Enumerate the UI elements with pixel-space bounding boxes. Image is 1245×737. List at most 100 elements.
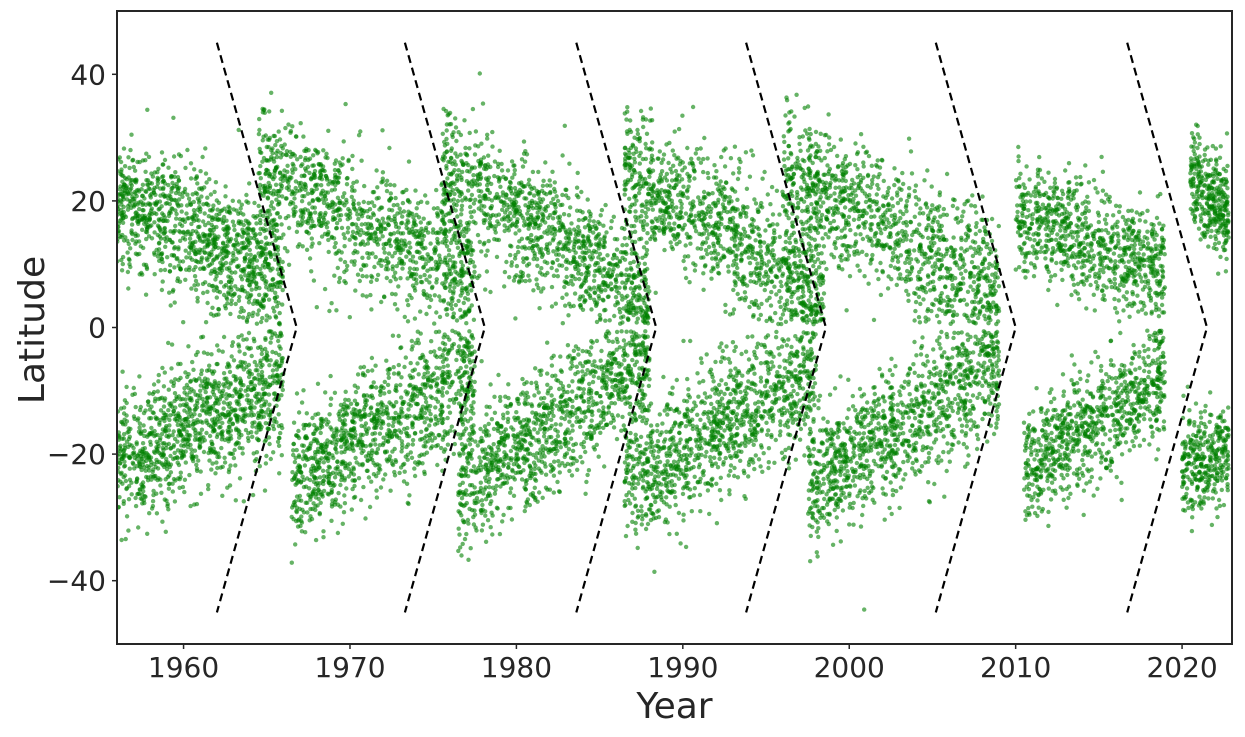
data-point	[352, 235, 358, 240]
data-point	[245, 278, 251, 283]
data-point	[648, 118, 653, 123]
data-point	[458, 152, 463, 157]
data-point	[233, 284, 238, 289]
data-point	[257, 116, 262, 122]
data-point	[649, 219, 654, 224]
data-point	[653, 216, 658, 221]
data-point	[118, 159, 124, 165]
data-point	[767, 295, 772, 300]
data-point	[811, 263, 816, 269]
data-point	[418, 274, 423, 279]
data-point	[677, 239, 682, 245]
data-point	[499, 168, 505, 173]
data-point	[969, 260, 975, 265]
data-point	[574, 185, 580, 190]
data-point	[340, 194, 346, 199]
data-point	[771, 240, 776, 245]
data-point	[361, 230, 366, 235]
data-point	[341, 232, 346, 237]
data-point	[587, 226, 592, 231]
data-point	[629, 223, 634, 229]
data-point	[732, 189, 738, 194]
data-point	[469, 192, 475, 198]
data-point	[630, 172, 635, 177]
data-point	[529, 212, 534, 218]
data-point	[733, 280, 738, 285]
data-point	[796, 263, 801, 269]
data-point	[222, 303, 228, 309]
data-point	[267, 208, 272, 213]
data-point	[762, 287, 767, 293]
data-point	[759, 259, 764, 265]
data-point	[359, 214, 365, 219]
data-point	[586, 291, 591, 297]
data-point	[554, 194, 559, 199]
data-point	[809, 311, 814, 317]
data-point	[254, 281, 259, 286]
data-point	[475, 232, 481, 238]
data-point	[421, 246, 426, 251]
data-point	[670, 246, 675, 252]
data-point	[690, 219, 696, 224]
data-point	[117, 218, 122, 224]
data-point	[688, 213, 694, 219]
data-point	[881, 203, 886, 209]
data-point	[828, 193, 833, 198]
data-point	[502, 200, 507, 205]
data-point	[583, 216, 588, 221]
data-point	[723, 302, 728, 308]
data-point	[346, 213, 351, 218]
data-point	[442, 221, 447, 227]
data-point	[705, 251, 710, 257]
data-point	[392, 302, 398, 307]
data-point	[449, 296, 454, 301]
data-point	[144, 236, 149, 242]
data-point	[719, 256, 724, 261]
data-point	[723, 194, 728, 199]
data-point	[741, 226, 746, 231]
data-point	[753, 201, 759, 206]
data-point	[645, 231, 650, 236]
data-point	[490, 144, 495, 149]
data-point	[492, 173, 497, 179]
data-point	[719, 154, 724, 160]
data-point	[468, 204, 473, 210]
data-point	[235, 232, 240, 237]
data-point	[778, 279, 783, 285]
data-point	[471, 317, 477, 322]
data-point	[796, 296, 801, 301]
data-point	[472, 269, 477, 275]
data-point	[387, 207, 392, 212]
data-point	[383, 258, 388, 263]
data-point	[636, 297, 642, 303]
data-point	[815, 257, 821, 262]
data-point	[185, 192, 190, 197]
data-point	[813, 129, 819, 135]
data-point	[159, 252, 164, 257]
data-point	[469, 214, 474, 220]
data-point	[303, 182, 308, 187]
data-point	[768, 303, 774, 308]
data-point	[493, 195, 498, 200]
data-point	[816, 243, 822, 248]
data-point	[326, 128, 331, 133]
data-point	[912, 188, 917, 194]
data-point	[197, 224, 202, 229]
data-point	[652, 231, 657, 237]
data-point	[270, 222, 275, 227]
data-point	[378, 223, 383, 228]
data-point	[188, 176, 194, 181]
data-point	[276, 189, 281, 194]
data-point	[971, 265, 977, 270]
data-point	[898, 272, 903, 277]
data-point	[811, 322, 816, 327]
data-point	[825, 209, 830, 214]
data-point	[466, 297, 471, 302]
data-point	[434, 187, 439, 193]
data-point	[303, 219, 309, 224]
data-point	[380, 216, 385, 221]
data-point	[476, 188, 481, 193]
data-point	[797, 276, 802, 281]
data-point	[355, 212, 360, 217]
data-point	[427, 280, 432, 285]
